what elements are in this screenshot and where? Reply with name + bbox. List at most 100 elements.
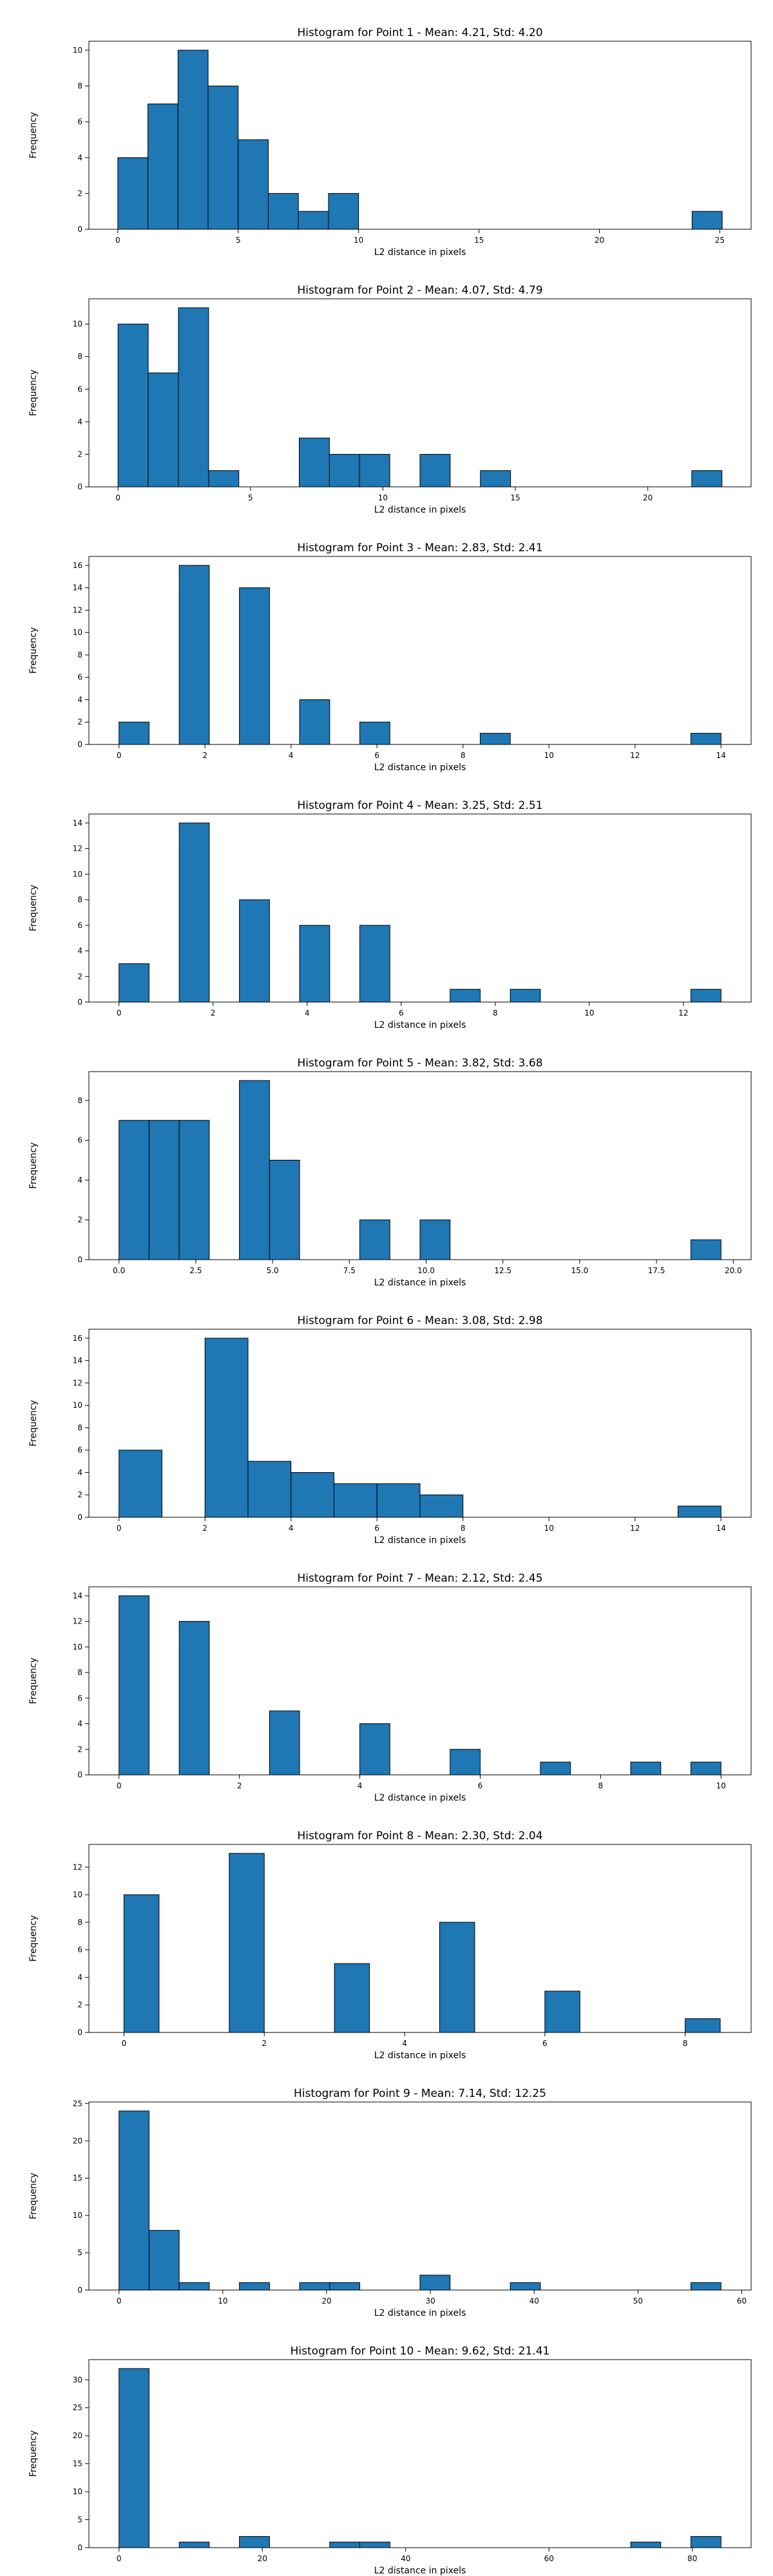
x-axis-label: L2 distance in pixels [374,1278,466,1288]
x-tick-label: 12 [630,1524,640,1533]
histogram-bar [239,587,270,745]
histogram-bar [178,307,209,488]
histogram-bar [691,1761,721,1776]
y-tick-label: 10 [73,628,82,637]
histogram-bar [479,733,511,745]
x-axis: 0 20 40 60 80 [117,2548,697,2563]
histogram-panel-2: Histogram for Point 2 - Mean: 4.07, Std:… [28,284,752,515]
histogram-bar [178,2282,210,2291]
plot-frame [88,1844,752,2033]
histogram-bars [119,1080,721,1260]
x-tick-label: 14 [716,1524,726,1533]
x-tick-label: 4 [402,2039,407,2048]
x-tick-label: 40 [401,2554,410,2563]
histogram-panel-6: Histogram for Point 6 - Mean: 3.08, Std:… [28,1314,752,1546]
y-tick-label: 25 [73,2099,82,2108]
plot-frame [88,41,752,230]
histogram-bar [269,1160,300,1260]
y-axis-label: Frequency [28,885,39,931]
y-axis-label: Frequency [28,1915,39,1962]
y-tick-label: 10 [73,1890,82,1899]
y-axis-label: Frequency [28,627,39,674]
y-tick-label: 4 [77,947,82,956]
histogram-bar [691,2536,721,2548]
y-tick-label: 0 [77,2286,82,2295]
histogram-bar [329,453,360,488]
y-tick-label: 16 [73,561,82,570]
chart-title: Histogram for Point 3 - Mean: 2.83, Std:… [297,542,542,554]
histogram-bar [148,1120,180,1260]
x-tick-label: 60 [737,2297,747,2306]
histogram-bar [267,193,299,230]
x-tick-label: 8 [683,2039,688,2048]
y-tick-label: 4 [77,1175,82,1184]
x-tick-label: 0 [117,2297,122,2306]
y-tick-label: 0 [77,482,82,491]
plot-frame [88,298,752,488]
histogram-bar [238,139,269,230]
histogram-bar [333,1483,377,1518]
x-axis-label: L2 distance in pixels [374,1020,466,1030]
y-axis: 0 2 4 6 8 10 12 14 [73,1591,89,1779]
x-tick-label: 10 [544,1524,554,1533]
histogram-bar [204,1338,249,1518]
x-tick-label: 0 [117,2554,122,2563]
histogram-bar [239,2536,270,2548]
x-tick-label: 4 [289,751,294,760]
x-tick-label: 2.5 [189,1266,202,1275]
histogram-bar [207,86,239,230]
histogram-bar [419,1494,464,1518]
histogram-bar [239,1080,270,1260]
y-tick-label: 8 [77,895,82,904]
x-tick-label: 10 [716,1781,726,1790]
y-tick-label: 14 [73,1356,82,1365]
x-tick-label: 0 [117,1009,122,1018]
y-axis-label: Frequency [28,1400,39,1446]
x-axis: 0 2 4 6 8 10 [117,1775,726,1790]
y-tick-label: 2 [77,450,82,459]
x-tick-label: 10 [354,236,363,245]
x-tick-label: 10 [378,493,388,502]
x-axis-label: L2 distance in pixels [374,247,466,258]
y-tick-label: 12 [73,1862,82,1871]
x-axis-label: L2 distance in pixels [374,762,466,773]
y-axis: 0 2 4 6 8 10 12 14 16 [73,1334,89,1522]
x-tick-label: 15.0 [571,1266,589,1275]
y-tick-label: 0 [77,2543,82,2552]
plot-frame [88,2101,752,2291]
histogram-bar [450,1748,481,1776]
x-tick-label: 5.0 [267,1266,279,1275]
y-tick-label: 4 [77,417,82,426]
histogram-bar [298,437,330,488]
y-tick-label: 12 [73,605,82,614]
x-tick-label: 7.5 [343,1266,356,1275]
histogram-bar [299,699,330,745]
y-axis: 0 2 4 6 8 10 [73,319,89,491]
x-axis-label: L2 distance in pixels [374,1793,466,1803]
y-tick-label: 6 [77,384,82,393]
histogram-bar [419,2275,451,2291]
y-axis: 0 2 4 6 8 10 12 14 [73,819,89,1007]
y-tick-label: 10 [73,319,82,328]
y-axis: 0 5 10 15 20 25 [73,2099,89,2295]
x-tick-label: 12 [630,751,640,760]
chart-title: Histogram for Point 5 - Mean: 3.82, Std:… [297,1057,542,1070]
y-tick-label: 8 [77,1668,82,1677]
y-tick-label: 0 [77,740,82,749]
x-tick-label: 30 [425,2297,435,2306]
x-tick-label: 12.5 [494,1266,511,1275]
x-axis: 0 2 4 6 8 [122,2032,688,2048]
x-axis: 0 5 10 15 20 [115,487,653,502]
y-tick-label: 5 [77,2248,82,2257]
y-axis-label: Frequency [28,2430,39,2477]
histogram-bar [678,1506,721,1518]
histogram-bar [540,1761,571,1776]
x-tick-label: 15 [510,493,520,502]
y-tick-label: 30 [73,2375,82,2384]
y-axis: 0 5 10 15 20 25 30 [73,2375,89,2552]
histogram-bar [691,733,721,745]
y-tick-label: 16 [73,1334,82,1343]
histogram-bars [117,50,723,230]
histogram-bar [298,211,329,230]
histogram-panel-4: Histogram for Point 4 - Mean: 3.25, Std:… [28,799,752,1030]
